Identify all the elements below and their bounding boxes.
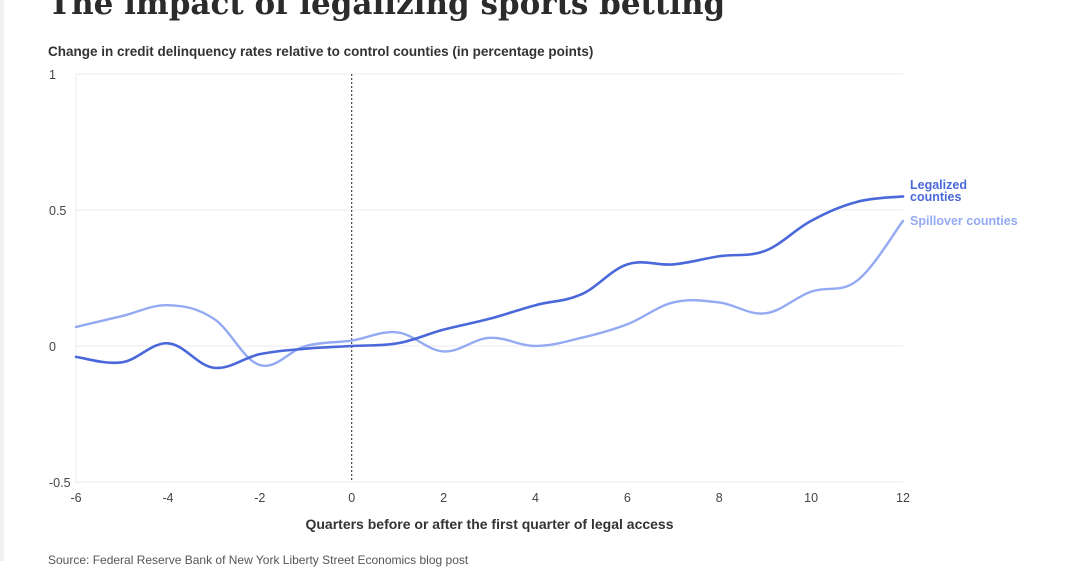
y-tick-labels: -0.5 0 0.5 1 [49, 68, 71, 490]
source-note: Source: Federal Reserve Bank of New York… [48, 553, 469, 567]
series-line-spillover [74, 219, 905, 367]
x-tick-label: 8 [716, 491, 723, 505]
series-lines [74, 195, 905, 370]
x-tick-label: -4 [162, 491, 173, 505]
gridlines [75, 73, 903, 483]
chart-subtitle: Change in credit delinquency rates relat… [48, 44, 594, 59]
series-line-legalized [74, 195, 905, 370]
x-axis-title: Quarters before or after the first quart… [305, 516, 673, 532]
x-tick-label: 2 [440, 491, 447, 505]
x-tick-label: 0 [348, 491, 355, 505]
x-tick-label: 6 [624, 491, 631, 505]
series-label-spillover: Spillover counties [910, 214, 1018, 228]
x-tick-label: 10 [804, 491, 818, 505]
left-border [0, 0, 4, 561]
series-label-legalized: Legalized counties [910, 178, 967, 204]
y-tick-label: 0.5 [49, 204, 66, 218]
series-labels: Legalized counties Spillover counties [910, 178, 1018, 228]
y-tick-label: 1 [49, 68, 56, 82]
x-tick-label: 12 [896, 491, 910, 505]
x-tick-labels: -6 -4 -2 0 2 4 6 8 10 12 [70, 491, 910, 505]
y-tick-label: 0 [49, 340, 56, 354]
x-tick-label: -6 [70, 491, 81, 505]
x-tick-label: -2 [254, 491, 265, 505]
y-tick-label: -0.5 [49, 476, 71, 490]
chart-title: The impact of legalizing sports betting [48, 0, 726, 22]
x-tick-label: 4 [532, 491, 539, 505]
